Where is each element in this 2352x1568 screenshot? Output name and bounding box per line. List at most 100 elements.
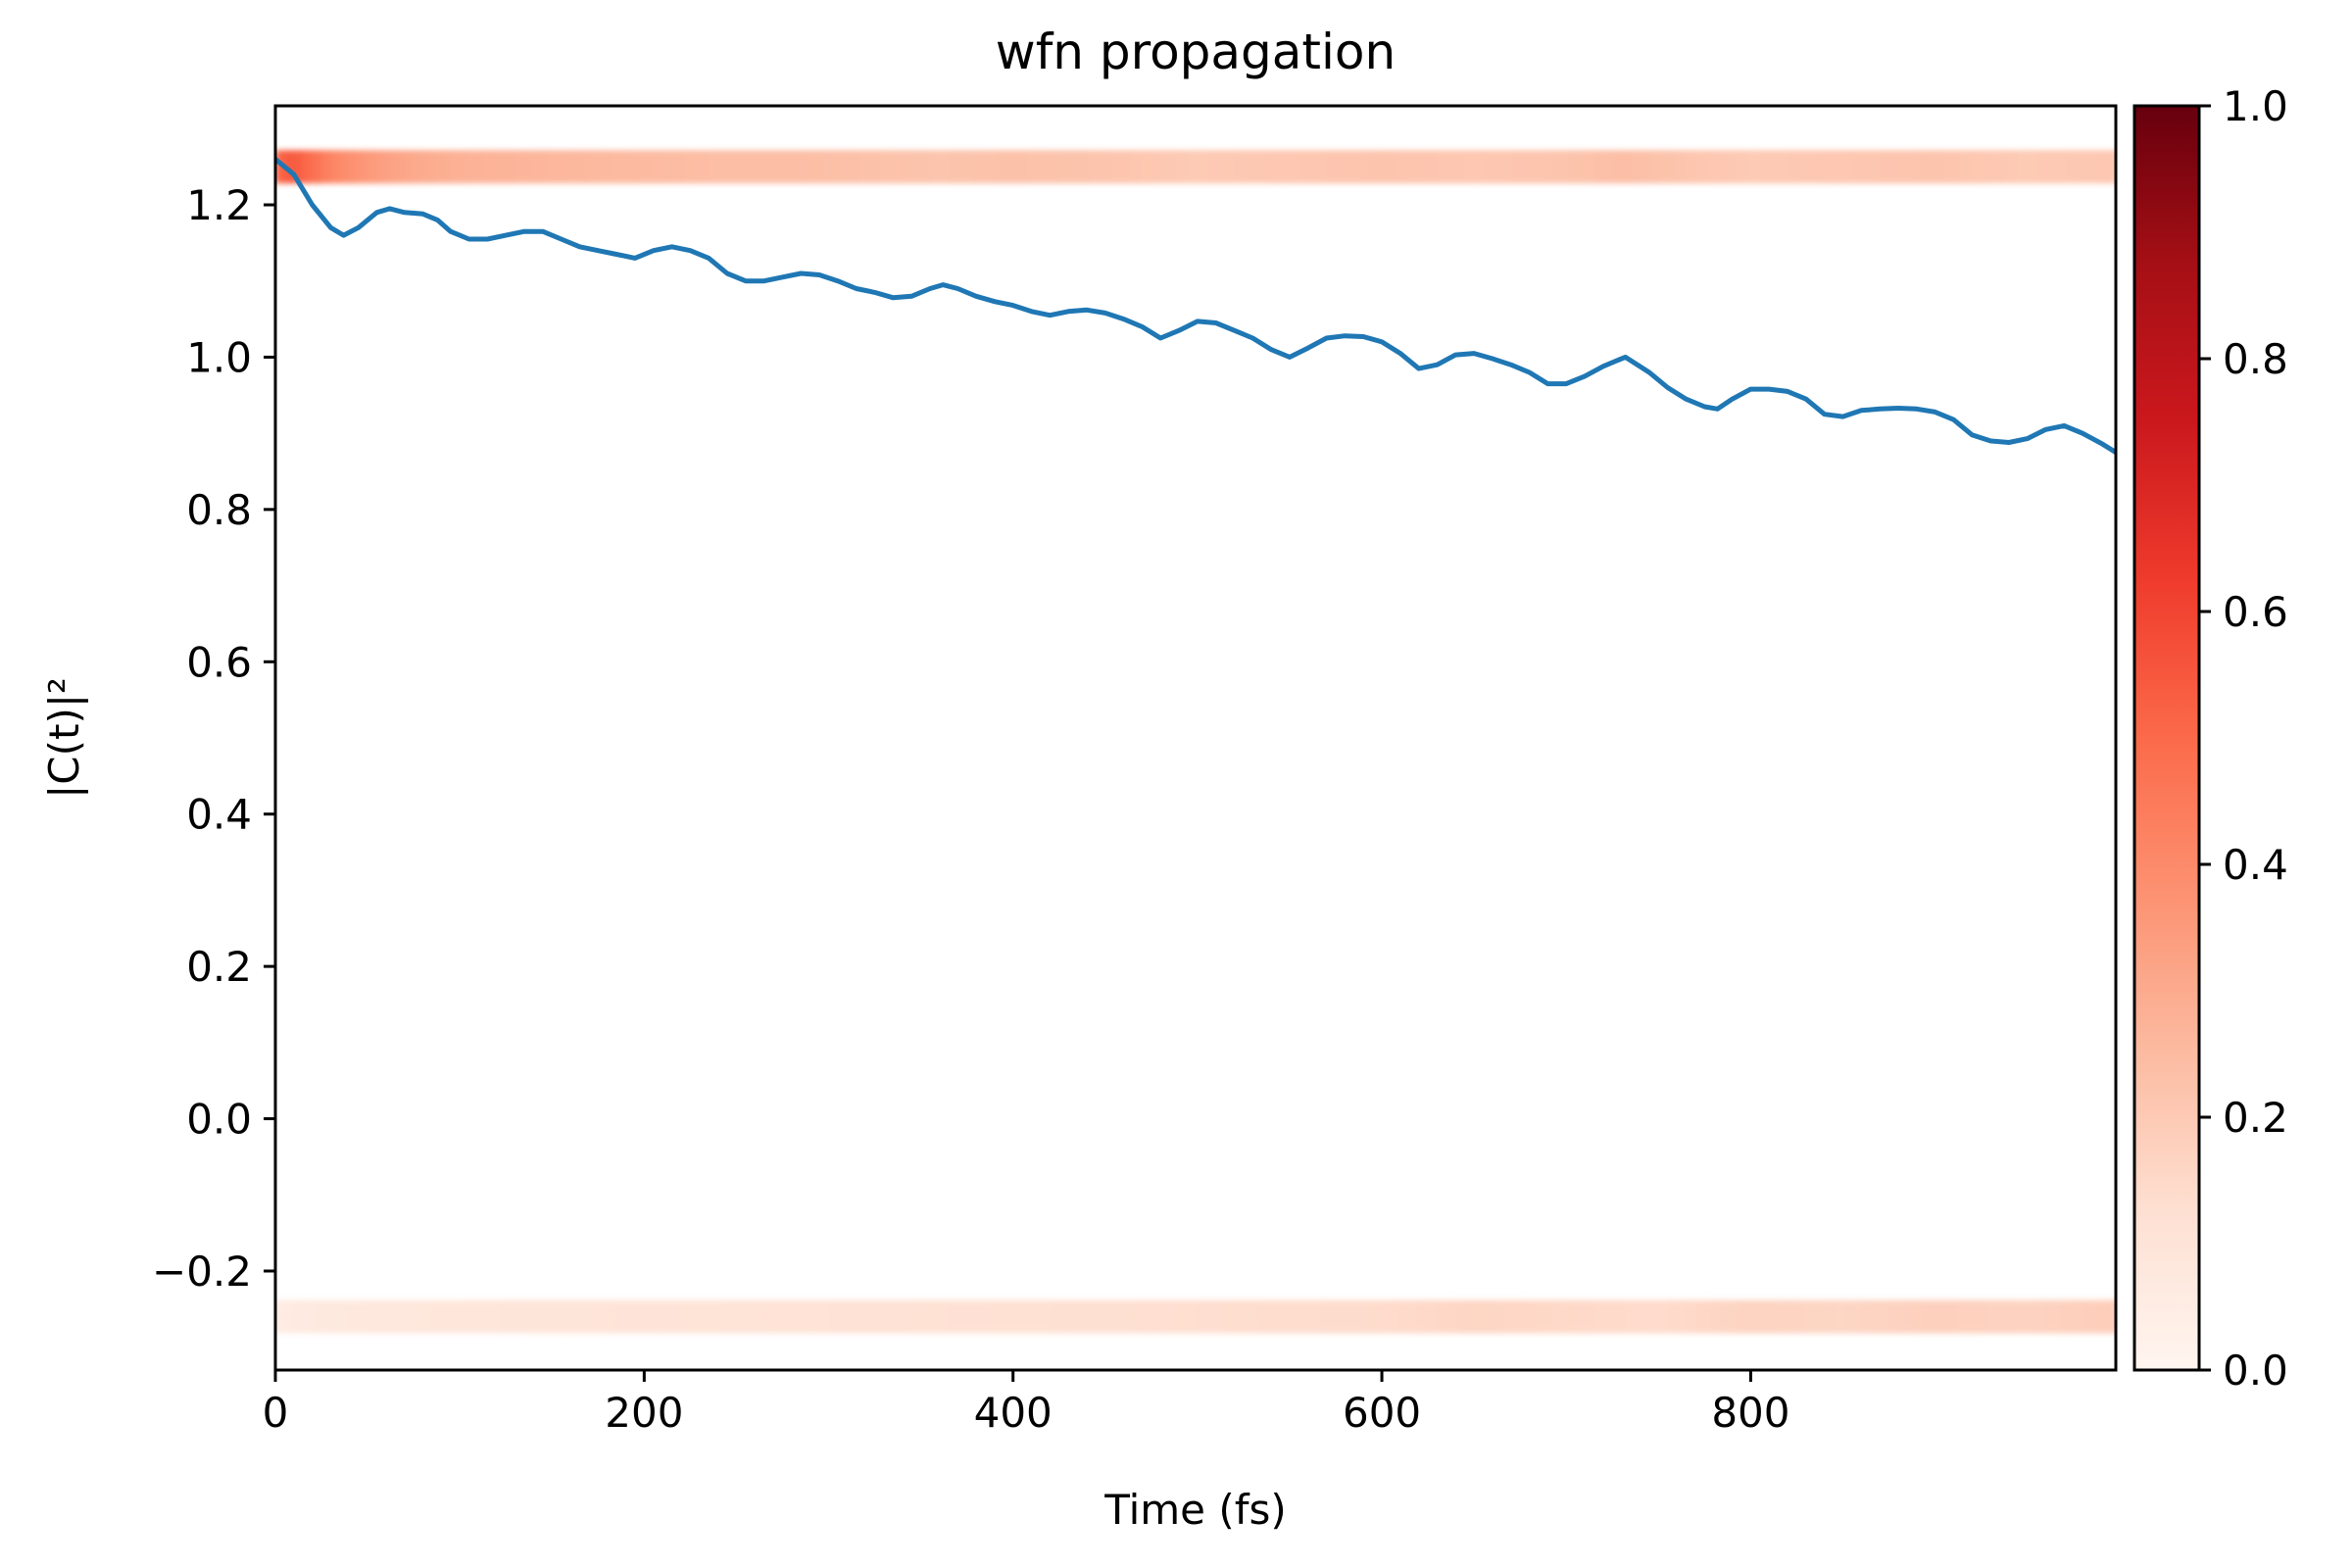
heat-band-cell [1927, 150, 1936, 184]
heat-band-cell [1735, 1299, 1744, 1334]
heat-band-cell [1965, 150, 1975, 184]
heat-band-cell [636, 150, 646, 184]
heat-band-cell [428, 1299, 438, 1334]
heat-band-cell [1120, 1299, 1130, 1334]
heat-band-cell [452, 1299, 462, 1334]
heat-band-cell [952, 1299, 960, 1334]
heat-band-cell [1389, 150, 1398, 184]
heat-band-cell [1404, 150, 1414, 184]
heat-band-cell [555, 150, 564, 184]
heat-band-cell [1036, 1299, 1045, 1334]
heat-band-cell [1535, 1299, 1544, 1334]
heat-band-cell [1842, 1299, 1852, 1334]
heat-band-cell [1136, 1299, 1145, 1334]
heat-band [275, 1299, 2116, 1334]
heat-band-cell [944, 1299, 953, 1334]
heat-band-cell [1158, 150, 1168, 184]
heat-band-cell [1266, 150, 1276, 184]
heat-band-cell [644, 1299, 654, 1334]
heat-band-cell [939, 150, 949, 184]
heat-band-cell [1297, 150, 1306, 184]
heat-band-cell [1812, 1299, 1821, 1334]
heat-band-cell [1866, 150, 1875, 184]
heat-band-cell [906, 150, 916, 184]
heat-band-cell [717, 150, 727, 184]
heat-band-cell [1058, 150, 1068, 184]
heat-band-cell [1597, 150, 1607, 184]
heat-band-cell [1212, 1299, 1222, 1334]
heat-band-cell [676, 150, 687, 184]
heat-band-cell [1958, 1299, 1967, 1334]
heat-band-cell [2099, 150, 2109, 184]
heat-band-cell [344, 1299, 354, 1334]
heat-band-cell [1589, 1299, 1598, 1334]
heat-band-cell [1166, 1299, 1176, 1334]
heat-band-cell [1504, 150, 1514, 184]
heat-band-cell [416, 150, 424, 184]
heat-band-cell [1881, 1299, 1890, 1334]
heat-band-cell [905, 1299, 914, 1334]
heat-band-cell [800, 150, 809, 184]
heat-band-cell [1098, 1299, 1106, 1334]
heat-band-cell [370, 150, 380, 184]
heat-band-cell [832, 150, 843, 184]
heat-band-cell [1904, 1299, 1913, 1334]
heat-band-cell [1236, 1299, 1245, 1334]
heat-band-cell [1796, 1299, 1806, 1334]
heat-band-cell [1044, 150, 1053, 184]
heat-band-cell [1596, 1299, 1606, 1334]
heat-band-cell [1835, 1299, 1844, 1334]
heat-band-cell [734, 150, 744, 184]
heat-band-cell [1450, 1299, 1460, 1334]
heat-band-cell [1074, 150, 1084, 184]
heat-band-cell [1709, 150, 1719, 184]
heat-band-cell [2027, 150, 2036, 184]
heat-band-cell [275, 1299, 284, 1334]
heat-band-cell [1850, 1299, 1860, 1334]
heat-band-cell [668, 150, 678, 184]
heat-band-cell [1220, 1299, 1230, 1334]
heat-band-cell [2091, 1299, 2101, 1334]
heat-band-cell [841, 150, 851, 184]
heat-band-cell [613, 1299, 622, 1334]
heat-band-cell [1674, 1299, 1683, 1334]
heat-band-cell [963, 150, 973, 184]
heat-band-cell [936, 1299, 946, 1334]
heat-band-cell [1204, 1299, 1214, 1334]
heat-band-cell [698, 1299, 707, 1334]
heat-band-cell [421, 1299, 430, 1334]
heat-band-cell [1528, 150, 1537, 184]
heat-band-cell [1458, 1299, 1468, 1334]
heat-band-cell [474, 1299, 484, 1334]
heat-band-cell [574, 1299, 584, 1334]
heat-band-cell [1182, 150, 1191, 184]
heat-band-cell [1236, 150, 1245, 184]
heat-band-cell [1566, 150, 1576, 184]
heat-band-cell [1912, 150, 1921, 184]
plot-area-frame [273, 104, 2118, 1372]
heat-band-cell [1366, 1299, 1376, 1334]
heat-band-cell [1435, 1299, 1445, 1334]
heat-band-cell [1028, 150, 1038, 184]
heat-band-cell [1443, 150, 1452, 184]
heat-band-cell [652, 150, 662, 184]
heat-band-cell [2059, 1299, 2069, 1334]
heat-band-cell [1412, 150, 1422, 184]
heat-band-cell [1128, 150, 1138, 184]
heat-band-cell [1850, 150, 1860, 184]
heat-band-cell [620, 1299, 630, 1334]
heat-band-cell [690, 1299, 700, 1334]
heat-band-cell [882, 1299, 892, 1334]
heat-band-cell [1358, 1299, 1368, 1334]
heat-band-cell [275, 150, 286, 184]
heat-band-cell [1066, 1299, 1076, 1334]
heat-band-cell [619, 150, 629, 184]
heat-band-cell [890, 1299, 900, 1334]
heat-band-cell [712, 1299, 722, 1334]
heat-band-cell [544, 1299, 554, 1334]
heat-band-cell [546, 150, 556, 184]
heat-band-cell [914, 150, 924, 184]
heat-band-cell [284, 150, 295, 184]
x-axis-label: Time (fs) [1103, 1486, 1287, 1534]
